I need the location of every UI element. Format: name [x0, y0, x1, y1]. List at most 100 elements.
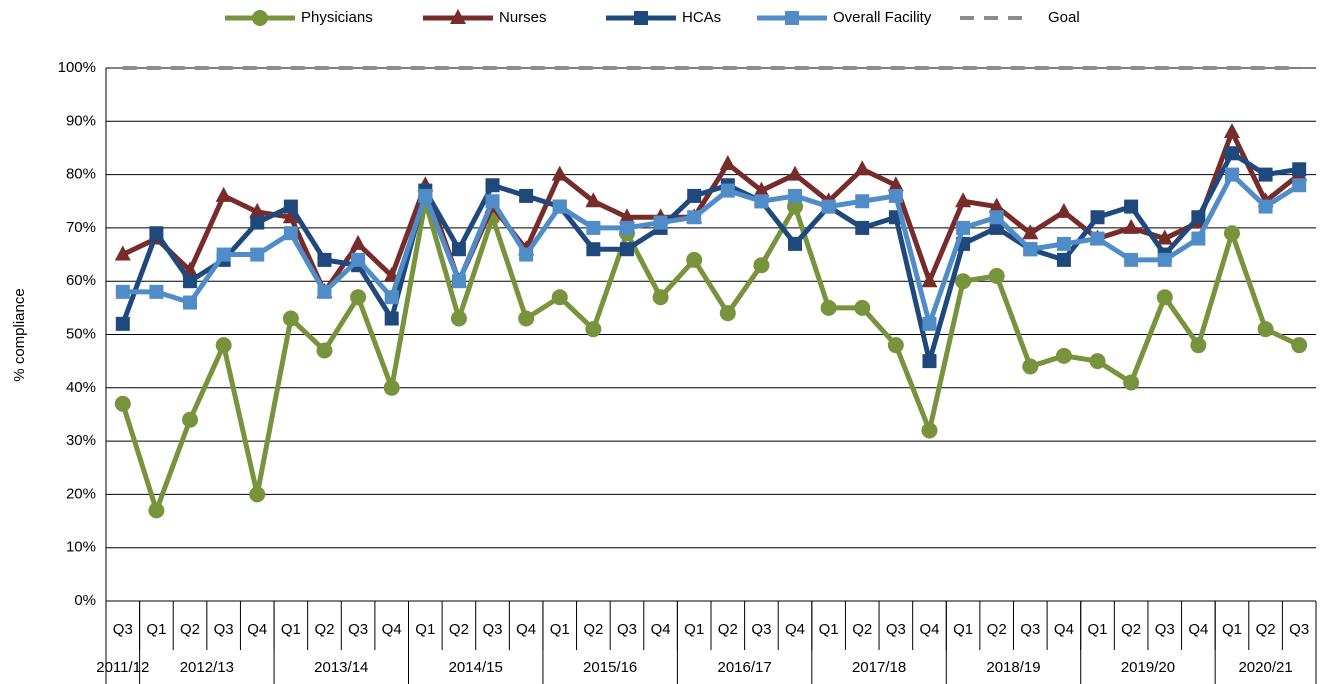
x-tick-label: Q4	[382, 621, 402, 638]
y-tick-label: 0%	[74, 592, 96, 609]
y-tick-label: 50%	[66, 325, 96, 342]
data-point	[1124, 252, 1139, 267]
data-point	[787, 165, 804, 181]
data-point	[148, 502, 165, 519]
data-point	[519, 188, 534, 203]
data-point	[955, 192, 972, 208]
data-point	[485, 178, 500, 193]
x-tick-label: Q3	[751, 621, 771, 638]
data-point	[283, 226, 298, 241]
data-point	[115, 316, 130, 331]
data-point	[316, 342, 333, 359]
data-point	[1257, 321, 1274, 338]
x-tick-label: Q3	[1289, 621, 1309, 638]
data-point	[1089, 353, 1106, 370]
data-point	[451, 242, 466, 257]
data-point	[619, 242, 634, 257]
data-point	[551, 289, 568, 306]
x-tick-label: Q4	[516, 621, 536, 638]
x-tick-label: Q3	[348, 621, 368, 638]
data-point	[317, 252, 332, 267]
data-point	[719, 305, 736, 322]
data-point	[149, 284, 164, 299]
legend-label: Physicians	[301, 9, 373, 26]
data-point	[183, 295, 198, 310]
data-point	[350, 289, 367, 306]
x-tick-label: Q2	[180, 621, 200, 638]
data-point	[1090, 210, 1105, 225]
x-tick-label: Q3	[1155, 621, 1175, 638]
data-point	[1123, 218, 1140, 234]
data-point	[921, 422, 938, 439]
x-tick-label: Q2	[583, 621, 603, 638]
data-point	[1258, 199, 1273, 214]
y-tick-label: 70%	[66, 219, 96, 236]
series-line	[122, 172, 1301, 327]
data-point	[686, 251, 703, 268]
data-point	[1224, 167, 1239, 182]
x-group-label: 2017/18	[852, 659, 906, 676]
y-tick-label: 100%	[58, 59, 96, 76]
data-point	[1223, 225, 1240, 242]
data-point	[618, 208, 635, 224]
x-group-label: 2016/17	[717, 659, 771, 676]
x-tick-label: Q1	[1222, 621, 1242, 638]
x-tick-label: Q1	[415, 621, 435, 638]
data-point	[383, 379, 400, 396]
data-point	[1191, 210, 1206, 225]
data-point	[1055, 347, 1072, 364]
data-point	[115, 284, 130, 299]
x-group-label: 2020/21	[1238, 659, 1292, 676]
data-point	[384, 290, 399, 305]
y-tick-label: 20%	[66, 485, 96, 502]
y-tick-label: 30%	[66, 432, 96, 449]
data-point	[1090, 231, 1105, 246]
data-point	[1022, 358, 1039, 375]
data-point	[585, 192, 602, 208]
y-tick-label: 80%	[66, 166, 96, 183]
data-point	[922, 354, 937, 369]
x-tick-label: Q3	[214, 621, 234, 638]
data-point	[216, 247, 231, 262]
data-point	[249, 486, 266, 503]
x-tick-label: Q2	[449, 621, 469, 638]
x-tick-label: Q3	[113, 621, 133, 638]
data-point	[855, 194, 870, 209]
legend-marker	[634, 11, 648, 25]
data-point	[754, 194, 769, 209]
x-tick-label: Q3	[483, 621, 503, 638]
data-point	[619, 220, 634, 235]
data-point	[1056, 236, 1071, 251]
data-point	[1291, 337, 1308, 354]
data-point	[586, 220, 601, 235]
data-point	[753, 257, 770, 274]
data-point	[854, 299, 871, 316]
x-tick-label: Q3	[1020, 621, 1040, 638]
y-axis-label: % compliance	[11, 288, 28, 381]
data-point	[989, 220, 1004, 235]
y-tick-label: 40%	[66, 379, 96, 396]
data-point	[215, 337, 232, 354]
x-group-label: 2018/19	[986, 659, 1040, 676]
series-line	[121, 129, 1301, 295]
data-point	[250, 215, 265, 230]
data-point	[114, 395, 131, 412]
data-point	[282, 310, 299, 327]
legend-label: Overall Facility	[833, 9, 932, 26]
x-tick-label: Q4	[247, 621, 267, 638]
data-point	[182, 411, 199, 428]
data-point	[719, 154, 736, 170]
data-point	[821, 199, 836, 214]
data-point	[888, 188, 903, 203]
data-point	[1022, 224, 1039, 240]
data-point	[418, 188, 433, 203]
data-point	[921, 272, 938, 288]
x-tick-label: Q1	[146, 621, 166, 638]
x-tick-label: Q1	[819, 621, 839, 638]
data-point	[1258, 167, 1273, 182]
data-point	[551, 165, 568, 181]
x-tick-label: Q2	[1121, 621, 1141, 638]
data-point	[820, 299, 837, 316]
